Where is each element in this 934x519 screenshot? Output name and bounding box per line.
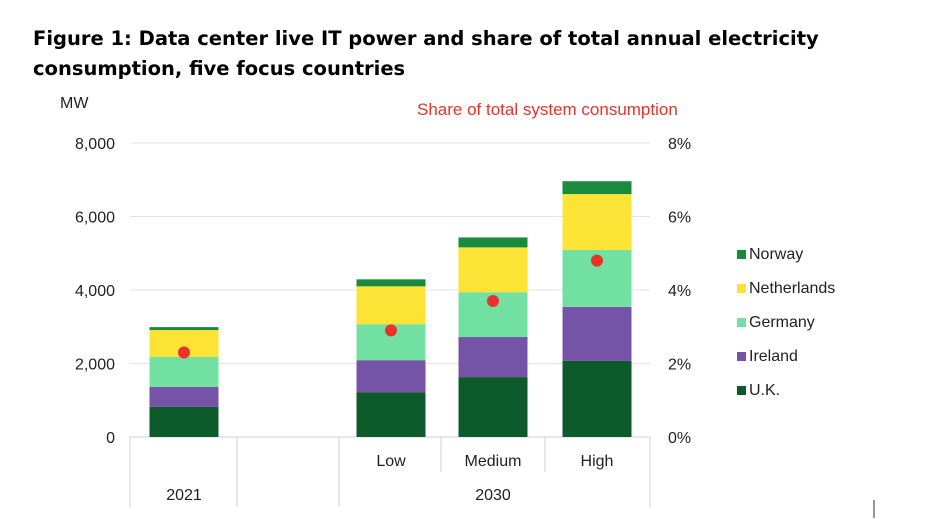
y2-axis-label: Share of total system consumption [417,100,678,119]
y2-tick-label: 2% [668,357,691,374]
legend-swatch [737,250,746,259]
share-point [487,295,499,308]
bar-ireland [356,360,426,393]
legend-swatch [737,386,746,395]
y2-tick-label: 0% [668,430,691,447]
bar-ireland [562,306,632,361]
category-label: High [581,453,614,470]
legend-swatch [737,284,746,293]
legend-swatch [737,318,746,327]
legend-label: Netherlands [749,280,835,297]
bar-uk [356,392,426,437]
legend-label: Germany [749,314,815,331]
group-label: 2021 [166,487,202,504]
y-tick-label: 2,000 [75,357,115,374]
bar-norway [458,237,528,248]
share-point [591,254,603,267]
bar-norway [356,279,426,287]
bar-uk [562,360,632,437]
bar-ireland [458,337,528,378]
y-tick-label: 8,000 [75,136,115,153]
group-label: 2030 [475,487,511,504]
y2-tick-label: 6% [668,210,691,227]
bar-uk [458,377,528,437]
legend-swatch [737,352,746,361]
legend-label: U.K. [749,382,780,399]
legend-label: Norway [749,246,803,263]
bar-ireland [149,387,219,407]
y2-tick-label: 8% [668,136,691,153]
bar-norway [149,327,219,331]
share-point [385,324,397,337]
bar-netherlands [562,194,632,250]
y-tick-label: 6,000 [75,210,115,227]
y-tick-label: 0 [106,430,115,447]
chart-title: Figure 1: Data center live IT power and … [33,27,819,80]
share-point [178,346,190,359]
bar-netherlands [356,286,426,325]
category-label: Low [376,453,406,470]
bar-germany [149,356,219,388]
y-tick-label: 4,000 [75,283,115,300]
category-label: Medium [465,453,522,470]
bar-norway [562,181,632,195]
y2-tick-label: 4% [668,283,691,300]
legend-label: Ireland [749,348,798,365]
bar-uk [149,406,219,437]
y-axis-label: MW [60,95,89,112]
bar-netherlands [458,247,528,293]
